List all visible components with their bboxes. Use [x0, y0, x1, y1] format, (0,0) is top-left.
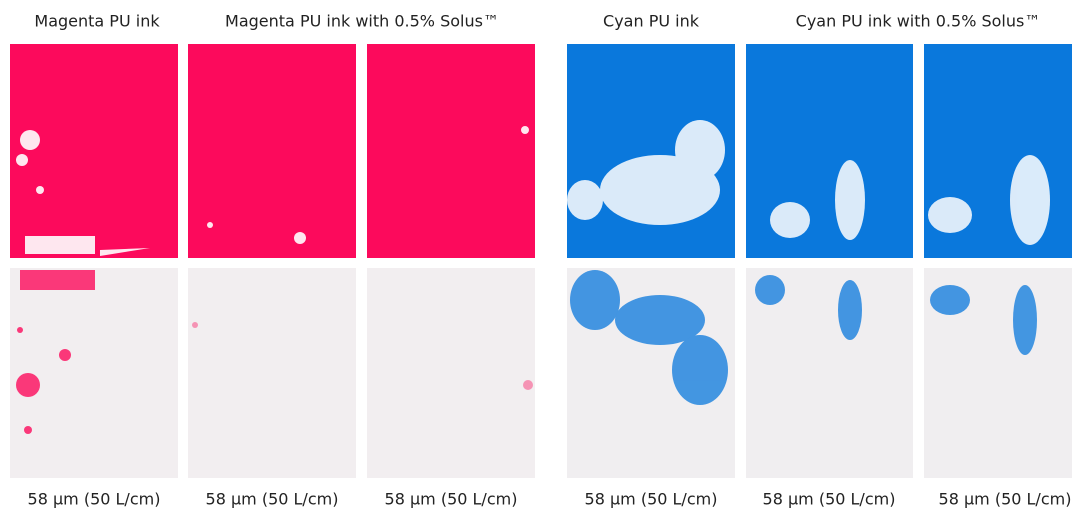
- header: Cyan PU ink with 0.5% Solus™: [796, 12, 1041, 31]
- caption: 58 µm (50 L/cm): [585, 490, 718, 509]
- caption: 58 µm (50 L/cm): [385, 490, 518, 509]
- photo-panels: [10, 44, 1072, 478]
- figure: Magenta PU ink Magenta PU ink with 0.5% …: [0, 0, 1081, 514]
- header: Magenta PU ink: [34, 12, 160, 31]
- header: Cyan PU ink: [603, 12, 700, 31]
- header: Magenta PU ink with 0.5% Solus™: [225, 12, 499, 31]
- caption: 58 µm (50 L/cm): [763, 490, 896, 509]
- caption: 58 µm (50 L/cm): [28, 490, 161, 509]
- caption: 58 µm (50 L/cm): [206, 490, 339, 509]
- caption: 58 µm (50 L/cm): [939, 490, 1072, 509]
